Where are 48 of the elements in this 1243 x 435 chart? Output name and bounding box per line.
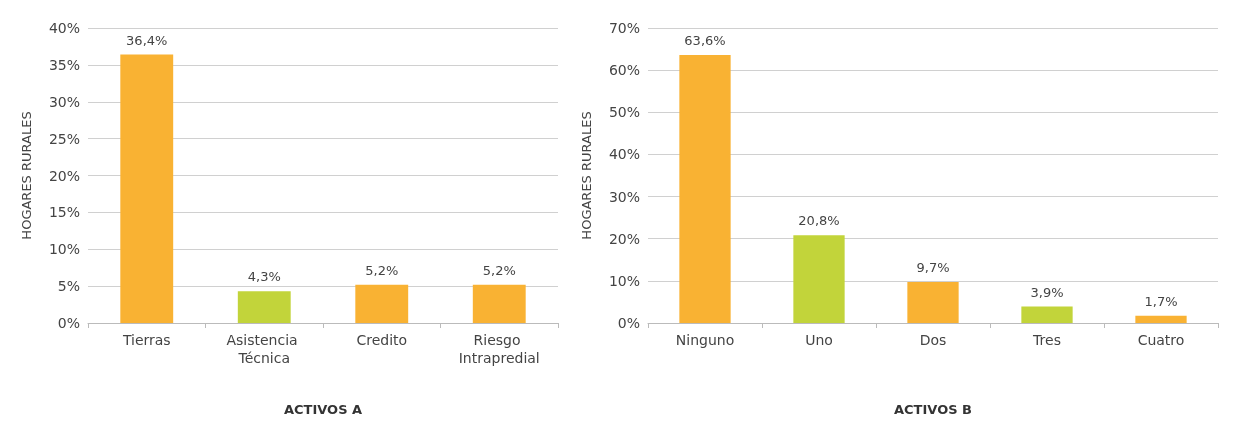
y-tick-label: 35%	[48, 56, 80, 73]
bar	[907, 282, 959, 323]
data-label: 9,7%	[916, 260, 950, 276]
y-tick-label: 30%	[608, 188, 640, 205]
y-tick-label: 15%	[48, 204, 80, 221]
bar	[472, 284, 526, 323]
y-tick-label: 5%	[57, 278, 80, 295]
data-label: 5,2%	[482, 262, 516, 278]
y-tick-label: 10%	[48, 241, 80, 258]
data-label: 20,8%	[798, 213, 840, 229]
x-tick-label: Credito	[356, 332, 408, 348]
y-tick-label: 70%	[608, 20, 640, 36]
y-tick-label: 25%	[48, 130, 80, 147]
y-axis-title: HOGARES RURALES	[19, 111, 34, 240]
y-tick-label: 50%	[608, 104, 640, 121]
bar	[679, 54, 731, 323]
data-label: 5,2%	[365, 262, 399, 278]
x-tick-label: Riesgo Intrapredial	[458, 332, 540, 366]
bar	[1135, 315, 1187, 323]
y-tick-label: 20%	[48, 167, 80, 184]
y-tick-label: 10%	[608, 272, 640, 289]
x-tick-label: Ninguno	[675, 332, 735, 348]
x-axis-title: ACTIVOS B	[894, 402, 972, 417]
data-label: 3,9%	[1030, 284, 1064, 300]
x-tick-label: Tres	[1032, 332, 1061, 348]
x-tick-label: Tierras	[121, 332, 171, 348]
bar	[120, 54, 174, 323]
x-tick-label: Asistencia Técnica	[226, 332, 303, 366]
bar	[355, 284, 409, 323]
bar	[793, 235, 845, 323]
y-tick-label: 20%	[608, 230, 640, 247]
data-label: 36,4%	[126, 32, 168, 48]
y-tick-label: 60%	[608, 62, 640, 79]
x-axis-title: ACTIVOS A	[283, 402, 363, 417]
bar	[1021, 306, 1073, 323]
x-tick-label: Cuatro	[1137, 332, 1185, 348]
data-label: 1,7%	[1144, 293, 1178, 309]
x-tick-label: Dos	[919, 332, 947, 348]
y-tick-label: 30%	[48, 93, 80, 110]
y-tick-label: 0%	[57, 315, 80, 331]
y-tick-label: 40%	[608, 146, 640, 163]
y-axis-title: HOGARES RURALES	[579, 111, 594, 240]
y-tick-label: 0%	[617, 315, 640, 331]
data-label: 63,6%	[684, 32, 726, 48]
x-tick-label: Uno	[805, 332, 833, 348]
y-tick-label: 40%	[48, 20, 80, 36]
bar	[237, 291, 291, 323]
data-label: 4,3%	[247, 269, 281, 285]
